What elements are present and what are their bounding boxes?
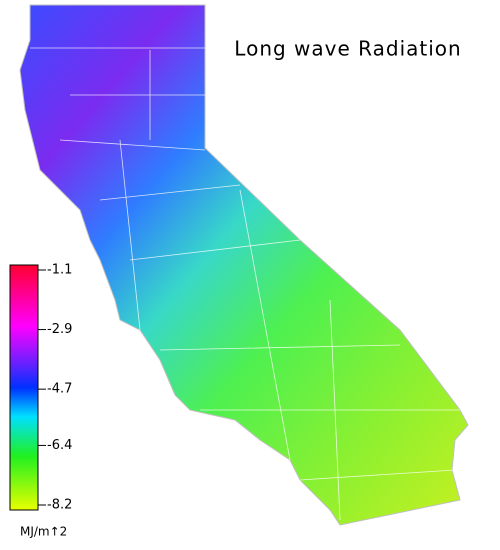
- county-lines: [30, 47, 460, 521]
- colorbar-tick-label: -2.9: [47, 322, 72, 337]
- colorbar: [9, 264, 39, 511]
- colorbar-tick-label: -1.1: [47, 263, 72, 278]
- map-title: Long wave Radiation: [234, 37, 461, 61]
- colorbar-tick-label: -8.2: [47, 498, 72, 513]
- colorbar-tick-label: -4.7: [47, 382, 72, 397]
- colorbar-tick-label: -6.4: [47, 438, 72, 453]
- colorbar-unit: MJ/m↑2: [20, 525, 67, 539]
- state-shape: [19, 4, 469, 526]
